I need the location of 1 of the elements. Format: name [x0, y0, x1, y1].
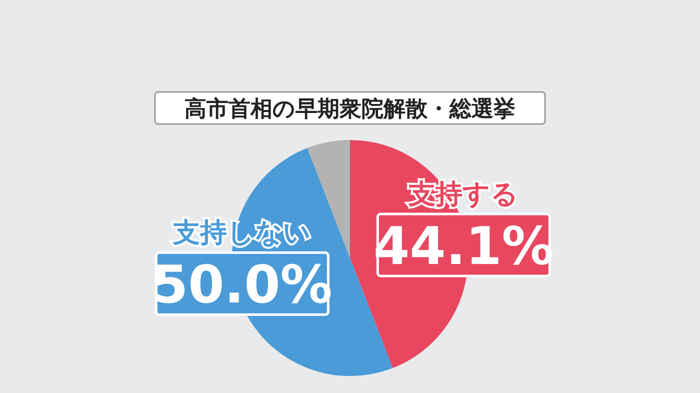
chart-title: 高市首相の早期衆院解散・総選挙	[184, 96, 516, 122]
